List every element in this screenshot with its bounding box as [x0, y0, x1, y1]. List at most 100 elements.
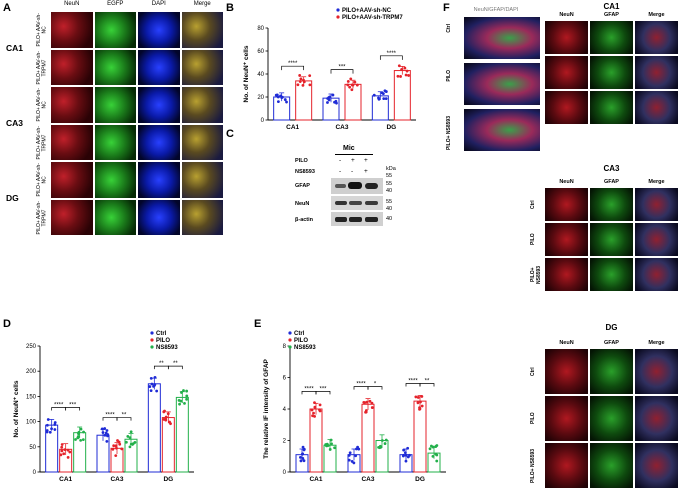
panel-f-region-title: CA3 [603, 164, 620, 173]
ns-sign-3: + [364, 168, 368, 175]
panel-f-image-tile [634, 187, 679, 222]
data-point [128, 445, 132, 449]
significance-label: **** [408, 378, 418, 384]
data-point [50, 427, 53, 431]
data-point [370, 401, 374, 405]
x-tick-label: CA3 [335, 124, 348, 131]
data-point [77, 430, 81, 434]
data-point [403, 66, 407, 70]
ns-sign-1: - [339, 168, 342, 175]
data-point [126, 434, 130, 438]
y-tick-label: 150 [26, 394, 37, 400]
neun-marker-1: 55 [386, 199, 393, 205]
data-point [380, 439, 384, 442]
data-point [81, 438, 85, 442]
y-tick-label: 8 [283, 344, 287, 350]
panel-a-image-tile [137, 48, 181, 86]
panel-f-image-tile [589, 442, 634, 489]
data-point [60, 449, 64, 453]
panel-label-d: D [3, 318, 11, 330]
panel-f-image-tile [634, 222, 679, 257]
panel-f-image-tile [589, 187, 634, 222]
data-point [103, 427, 107, 430]
legend-label: PILO [156, 338, 170, 344]
data-point [128, 436, 132, 440]
data-point [418, 407, 422, 411]
legend-marker [288, 345, 292, 349]
data-point [299, 77, 303, 81]
data-point [118, 442, 122, 446]
data-point [346, 83, 350, 87]
panel-a-image-tile [180, 11, 224, 49]
data-point [318, 403, 322, 407]
panel-a-image-tile [50, 11, 94, 49]
y-tick-label: 80 [257, 26, 264, 32]
significance-label: **** [387, 51, 397, 57]
bar [393, 70, 411, 121]
panel-f-column-header: NeuN [559, 179, 574, 185]
data-point [347, 453, 351, 457]
data-point [117, 440, 121, 444]
data-point [177, 398, 181, 402]
chart-b: 0 20 40 60 80 No. of NeuN⁺ cells CA1 **** CA3 ***… [243, 8, 416, 131]
legend-label: Ctrl [156, 331, 167, 337]
data-point [299, 456, 302, 459]
data-point [162, 410, 166, 414]
panel-f-column-header: Merge [648, 12, 665, 18]
bar [147, 383, 161, 473]
data-point [59, 453, 63, 457]
pilo-sign-1: - [339, 157, 342, 164]
data-point [279, 94, 282, 98]
panel-f-region-title: DG [605, 323, 618, 332]
panel-a-column-header: DAPI [151, 1, 166, 7]
data-point [414, 395, 418, 399]
data-point [299, 459, 303, 463]
data-point [302, 459, 306, 463]
data-point [60, 443, 64, 446]
data-point [45, 423, 49, 427]
data-point [404, 459, 408, 463]
significance-bracket [116, 417, 132, 421]
blot-actin-label: β-actin [295, 217, 314, 223]
panel-f-image-tile [634, 55, 679, 90]
y-tick-label: 250 [26, 344, 37, 350]
panel-f-column-header: NeuN [559, 340, 574, 346]
legend-label: PILO+AAV-sh-TRPM7 [342, 15, 403, 21]
significance-bracket [315, 391, 331, 395]
legend-marker [288, 331, 292, 335]
panel-f-overview-row-label: PILO+ NS8593 [446, 116, 452, 151]
data-point [431, 454, 435, 458]
gfap-marker-1: 55 [386, 181, 393, 187]
panel-f-row-label: Ctrl [530, 200, 536, 209]
chart-e: 0 2 4 6 8 The relative IF intensity of GFAP CA… [263, 331, 446, 483]
data-point [133, 441, 137, 444]
panel-a-region-label: CA1 [6, 42, 24, 53]
data-point [300, 452, 304, 456]
y-tick-label: 100 [26, 420, 37, 426]
panel-a-column-header: EGFP [107, 1, 124, 7]
panel-label-a: A [3, 2, 11, 14]
x-tick-label: DG [415, 476, 425, 483]
legend-marker [150, 338, 154, 342]
data-point [428, 447, 432, 451]
y-tick-label: 60 [257, 49, 264, 55]
legend-label: Ctrl [294, 331, 305, 337]
panel-f-image-tile [589, 90, 634, 125]
data-point [348, 85, 352, 89]
panel-f-overview-row-label: PILO [446, 70, 452, 82]
data-point [353, 80, 357, 84]
panel-f-image-tile [589, 20, 634, 55]
panel-f-image-tile [544, 257, 589, 292]
data-point [420, 395, 424, 398]
blot-actin-strip [331, 212, 383, 226]
data-point [178, 402, 181, 406]
panel-a-image-tile [50, 161, 94, 199]
data-point [313, 401, 316, 405]
data-point [334, 99, 338, 103]
panel-f-legend-title: NeuN/GFAP/DAPI [473, 7, 519, 13]
panel-a-image-tile [180, 161, 224, 199]
data-point [104, 431, 108, 435]
data-point [377, 97, 381, 101]
blot-gfap-strip [331, 178, 383, 194]
data-point [298, 80, 302, 83]
